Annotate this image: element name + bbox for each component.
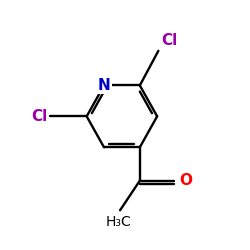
Text: H₃C: H₃C (106, 215, 132, 229)
Text: Cl: Cl (161, 33, 177, 48)
Text: O: O (179, 173, 192, 188)
Text: Cl: Cl (31, 109, 47, 124)
Text: N: N (98, 78, 110, 93)
